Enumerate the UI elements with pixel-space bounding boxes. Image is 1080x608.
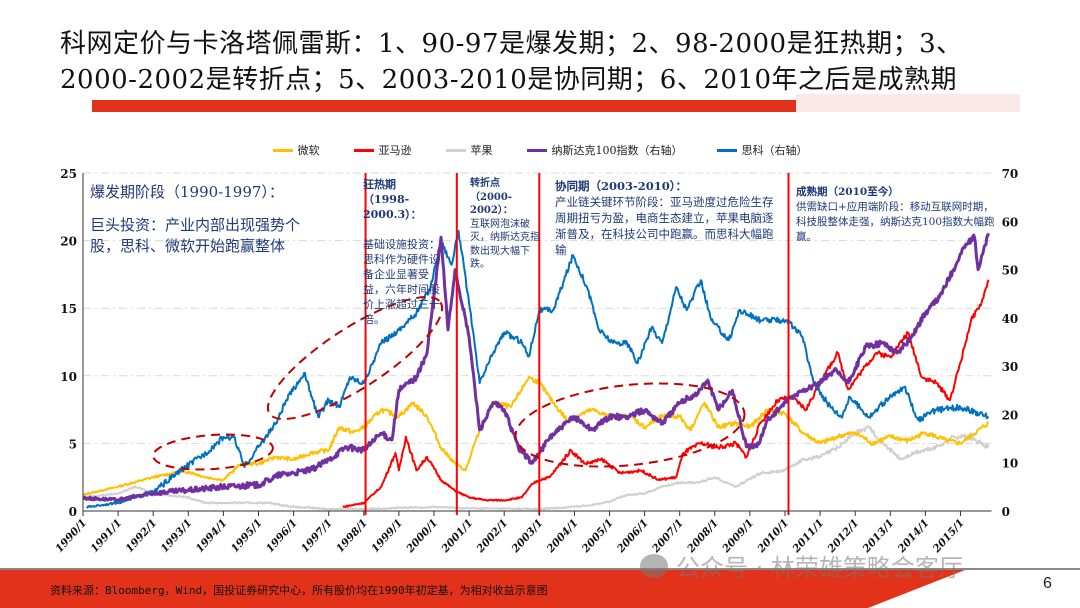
annotation-maturity-period: 成熟期（2010至今） 供需缺口+应用端阶段：移动互联网时期，科技股整体走强，纳… bbox=[796, 185, 996, 245]
x-tick-label: 1992/1 bbox=[123, 517, 159, 555]
series-line-1 bbox=[342, 279, 990, 509]
slide-title-line-1: 科网定价与卡洛塔佩雷斯：1、90-97是爆发期；2、98-2000是狂热期；3、 bbox=[60, 29, 963, 59]
watermark: 公众号 · 林荣雄策略会客厅 bbox=[640, 548, 963, 583]
legend-item-ndx: 纳斯达克100指数（右轴） bbox=[526, 142, 683, 158]
legend-swatch bbox=[526, 148, 547, 152]
highlight-ellipses bbox=[152, 296, 746, 471]
legend-label: 苹果 bbox=[470, 144, 493, 157]
y-left-tick-label: 10 bbox=[60, 370, 77, 384]
y-right-tick-label: 30 bbox=[1002, 360, 1019, 374]
slide-title: 科网定价与卡洛塔佩雷斯：1、90-97是爆发期；2、98-2000是狂热期；3、… bbox=[60, 26, 1060, 98]
series-line-0 bbox=[82, 375, 990, 496]
y-left-tick-label: 15 bbox=[60, 302, 77, 316]
legend-label: 思科（右轴） bbox=[741, 144, 808, 157]
y-right-tick-label: 20 bbox=[1002, 408, 1019, 422]
y-right-tick-label: 60 bbox=[1002, 215, 1019, 229]
x-tick-label: 1991/1 bbox=[88, 517, 124, 555]
highlight-ellipse-2003-2008 bbox=[514, 382, 746, 468]
legend-swatch bbox=[272, 148, 293, 152]
x-tick-label: 1995/1 bbox=[229, 517, 265, 555]
period-markers bbox=[364, 173, 790, 515]
annotation-synergy-period: 协同期（2003-2010）： 产业链关键环节阶段：亚马逊度过危险生存周期扭亏为… bbox=[555, 178, 780, 258]
source-note: 资料来源：Bloomberg，Wind，国投证券研究中心，所有股价均在1990年… bbox=[50, 584, 548, 597]
footer-divider bbox=[0, 568, 1080, 570]
x-tick-label: 2001/1 bbox=[439, 517, 476, 556]
legend-item-aapl: 苹果 bbox=[445, 142, 493, 158]
y-right-tick-label: 10 bbox=[1002, 457, 1019, 471]
y-left-tick-label: 5 bbox=[69, 437, 77, 451]
annotation-heading: 狂热期（1998-2000.3）： bbox=[363, 178, 422, 221]
legend-swatch bbox=[353, 148, 374, 152]
legend-label: 亚马逊 bbox=[378, 144, 412, 157]
y-right-tick-label: 0 bbox=[1002, 505, 1010, 519]
x-tick-label: 1993/1 bbox=[159, 517, 195, 555]
slide-title-line-2: 2000-2002是转折点；5、2003-2010是协同期；6、2010年之后是… bbox=[60, 65, 957, 95]
series-line-4 bbox=[86, 229, 990, 509]
x-tick-label: 1994/1 bbox=[194, 517, 230, 555]
y-left-tick-label: 25 bbox=[60, 167, 77, 181]
annotation-body: 基础设施投资：思科作为硬件设备企业显著受益，六年时间股价上涨超过三十倍。 bbox=[363, 238, 440, 326]
series-line-2 bbox=[82, 425, 990, 511]
legend-label: 微软 bbox=[297, 144, 320, 157]
annotation-heading: 转折点（2000-2002）： bbox=[470, 178, 513, 216]
legend-swatch bbox=[445, 148, 466, 152]
annotation-heading: 成熟期（2010至今） bbox=[796, 186, 899, 198]
highlight-ellipse-1994 bbox=[152, 433, 274, 471]
x-tick-label: 1990/1 bbox=[53, 517, 89, 555]
annotation-frenzy-period: 狂热期（1998-2000.3）： 基础设施投资：思科作为硬件设备企业显著受益，… bbox=[363, 177, 441, 327]
x-tick-label: 2005/1 bbox=[579, 517, 616, 556]
annotation-boom-period: 爆发期阶段（1990-1997）： 巨头投资：产业内部出现强势个股，思科、微软开… bbox=[90, 182, 310, 257]
y-left-tick-label: 20 bbox=[60, 235, 77, 249]
legend-swatch bbox=[716, 148, 737, 152]
annotation-turning-point: 转折点（2000-2002）： 互联网泡沫破灭，纳斯达克指数出现大幅下跌。 bbox=[470, 177, 540, 272]
legend-item-csco: 思科（右轴） bbox=[716, 142, 808, 158]
series-line-3 bbox=[82, 232, 990, 503]
x-tick-label: 1999/1 bbox=[369, 517, 405, 555]
x-tick-label: 1998/1 bbox=[334, 517, 370, 555]
legend-label: 纳斯达克100指数（右轴） bbox=[551, 144, 683, 157]
x-tick-label: 1997/1 bbox=[299, 517, 335, 555]
wechat-icon bbox=[640, 553, 668, 578]
legend-item-amzn: 亚马逊 bbox=[353, 142, 412, 158]
annotation-heading: 协同期（2003-2010）： bbox=[555, 179, 688, 193]
x-tick-label: 2004/1 bbox=[544, 517, 581, 556]
y-right-tick-label: 70 bbox=[1002, 167, 1019, 181]
x-tick-label: 2000/1 bbox=[404, 517, 441, 556]
chart-legend: 微软 亚马逊 苹果 纳斯达克100指数（右轴） 思科（右轴） bbox=[0, 142, 1080, 158]
y-right-tick-label: 50 bbox=[1002, 264, 1019, 278]
annotation-heading: 爆发期阶段（1990-1997）： bbox=[90, 183, 284, 201]
series-lines bbox=[82, 229, 990, 511]
annotation-body: 供需缺口+应用端阶段：移动互联网时期，科技股整体走强，纳斯达克100指数大幅跑赢… bbox=[796, 201, 995, 243]
footer-band bbox=[0, 570, 965, 608]
legend-item-msft: 微软 bbox=[272, 142, 320, 158]
x-tick-label: 2003/1 bbox=[509, 517, 546, 556]
title-underline-tail bbox=[796, 94, 1020, 112]
x-tick-label: 1996/1 bbox=[264, 517, 300, 555]
watermark-text: 公众号 · 林荣雄策略会客厅 bbox=[676, 554, 963, 582]
page-number: 6 bbox=[1043, 575, 1052, 592]
annotation-body: 巨头投资：产业内部出现强势个股，思科、微软开始跑赢整体 bbox=[90, 216, 301, 255]
x-tick-label: 2002/1 bbox=[474, 517, 511, 556]
y-left-tick-label: 0 bbox=[69, 505, 77, 519]
y-right-tick-label: 40 bbox=[1002, 312, 1019, 326]
highlight-ellipse-1996-1999 bbox=[266, 296, 444, 420]
annotation-body: 互联网泡沫破灭，纳斯达克指数出现大幅下跌。 bbox=[470, 218, 540, 271]
title-underline-bar bbox=[92, 100, 796, 112]
annotation-body: 产业链关键环节阶段：亚马逊度过危险生存周期扭亏为盈，电商生态建立，苹果电脑逐渐普… bbox=[555, 195, 774, 257]
